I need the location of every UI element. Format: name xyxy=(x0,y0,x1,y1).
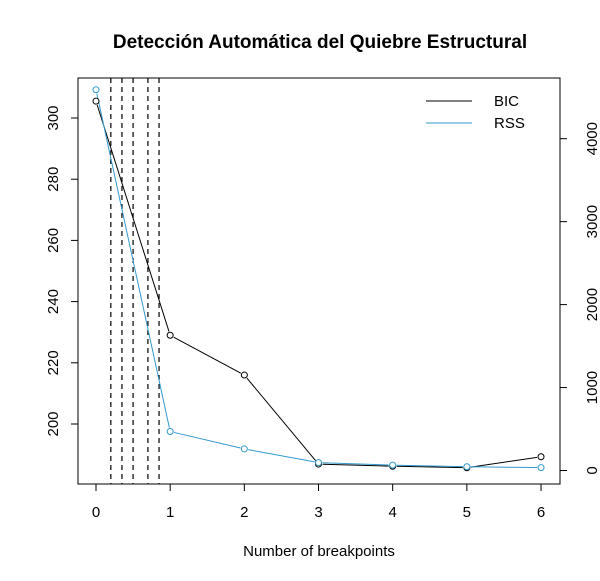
y-axis-right: 0 1000 2000 3000 4000 xyxy=(559,122,600,475)
x-axis-label: Number of breakpoints xyxy=(243,543,395,560)
series-rss-segment-2 xyxy=(248,449,315,463)
series-rss-point-6 xyxy=(537,464,545,472)
y-left-tick-label-3: 260 xyxy=(45,228,62,253)
series-rss-segment-5 xyxy=(470,466,538,469)
legend-label-rss: RSS xyxy=(494,115,525,132)
series-rss-point-1 xyxy=(166,428,174,436)
y-right-tick-label-4: 4000 xyxy=(584,122,600,155)
x-tick-label-3: 3 xyxy=(314,504,322,521)
series-bic-segment-2 xyxy=(246,377,317,462)
series-bic-segment-4 xyxy=(396,465,463,469)
y-right-tick-label-3: 3000 xyxy=(584,205,600,238)
series-lines xyxy=(96,93,538,469)
series-bic-segment-0 xyxy=(96,104,170,332)
series-rss-point-0 xyxy=(92,86,100,94)
x-tick-label-1: 1 xyxy=(166,504,174,521)
y-left-tick-label-4: 280 xyxy=(45,167,62,192)
y-axis-left: 200 220 240 260 280 300 xyxy=(45,105,79,437)
y-left-tick-label-0: 200 xyxy=(45,411,62,436)
x-tick-label-2: 2 xyxy=(240,504,248,521)
x-axis: 0 1 2 3 4 5 6 xyxy=(92,483,545,521)
y-left-tick-label-2: 240 xyxy=(45,289,62,314)
x-tick-label-5: 5 xyxy=(463,504,471,521)
legend-label-bic: BIC xyxy=(494,93,519,110)
series-rss-segment-1 xyxy=(173,431,241,449)
series-bic-point-0 xyxy=(92,97,100,105)
series-rss-point-4 xyxy=(389,461,397,469)
y-left-tick-label-1: 220 xyxy=(45,350,62,375)
x-tick-label-6: 6 xyxy=(537,504,545,521)
y-right-tick-label-0: 0 xyxy=(584,466,600,474)
series-rss-point-5 xyxy=(463,463,471,471)
series-rss-segment-4 xyxy=(396,464,463,468)
x-tick-label-4: 4 xyxy=(389,504,397,521)
x-tick-label-0: 0 xyxy=(92,504,100,521)
series-bic-point-1 xyxy=(166,331,174,339)
series-bic-point-6 xyxy=(537,453,545,461)
plot-frame xyxy=(77,77,561,485)
breakpoint-lines xyxy=(110,78,160,484)
y-right-tick-label-2: 2000 xyxy=(584,288,600,321)
series-bic-segment-1 xyxy=(173,336,242,374)
chart-title: Detección Automática del Quiebre Estruct… xyxy=(113,32,527,53)
series-rss-segment-3 xyxy=(322,462,389,466)
series-bic-segment-5 xyxy=(470,456,538,468)
series-points xyxy=(92,86,545,472)
y-right-tick-label-1: 1000 xyxy=(584,371,600,404)
series-rss-point-3 xyxy=(315,459,323,467)
y-left-tick-label-5: 300 xyxy=(45,105,62,130)
series-bic-segment-3 xyxy=(322,463,389,467)
series-rss-segment-0 xyxy=(96,93,170,428)
legend: BIC RSS xyxy=(426,93,525,132)
series-bic-point-2 xyxy=(240,371,248,379)
series-rss-point-2 xyxy=(240,445,248,453)
